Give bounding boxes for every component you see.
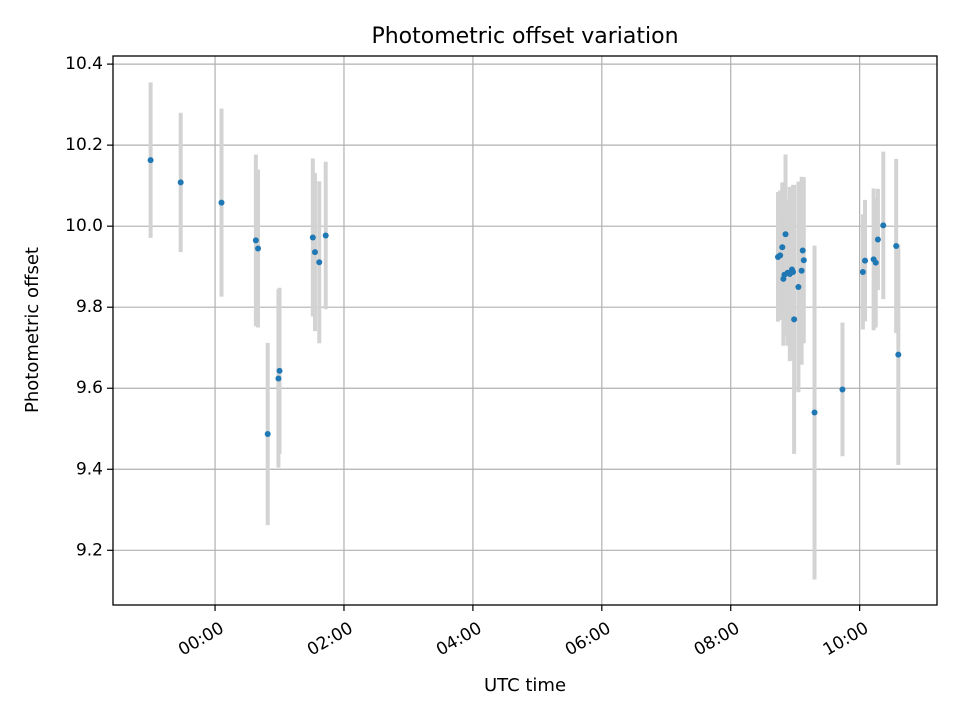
- data-point: [322, 232, 329, 239]
- data-point: [791, 316, 798, 323]
- plot-frame: [112, 55, 938, 606]
- data-point: [309, 234, 316, 241]
- data-point: [839, 386, 846, 393]
- y-tick-label: 10.2: [65, 135, 103, 155]
- data-point: [795, 283, 802, 290]
- data-point: [316, 259, 323, 266]
- data-point: [264, 431, 271, 438]
- data-point: [800, 257, 807, 264]
- data-point: [275, 375, 282, 382]
- y-tick-label: 10.0: [65, 216, 103, 236]
- data-point: [255, 245, 262, 252]
- data-point: [218, 199, 225, 206]
- chart-title: Photometric offset variation: [371, 24, 678, 49]
- data-point: [811, 409, 818, 416]
- data-point: [895, 351, 902, 358]
- data-points: [147, 157, 902, 438]
- y-tick-label: 9.2: [76, 540, 103, 560]
- data-point: [777, 252, 784, 259]
- data-point: [872, 259, 879, 266]
- x-axis-label: UTC time: [484, 675, 566, 696]
- data-point: [880, 222, 887, 229]
- y-axis-label: Photometric offset: [22, 247, 43, 413]
- data-point: [782, 231, 789, 238]
- y-tick-label: 9.6: [76, 378, 103, 398]
- data-point: [798, 267, 805, 274]
- data-point: [862, 257, 869, 264]
- data-point: [252, 237, 259, 244]
- data-point: [177, 179, 184, 186]
- ticks: 00:00 02:00 04:00 06:00 08:00 10:009.29.49.69…: [65, 54, 872, 660]
- data-point: [779, 244, 786, 251]
- y-tick-label: 10.4: [65, 54, 103, 74]
- data-point: [859, 268, 866, 275]
- y-tick-label: 9.4: [76, 459, 103, 479]
- data-point: [799, 247, 806, 254]
- data-point: [147, 157, 154, 164]
- y-tick-label: 9.8: [76, 297, 103, 317]
- data-point: [893, 243, 900, 250]
- data-point: [276, 367, 283, 374]
- data-point: [311, 249, 318, 256]
- data-point: [874, 236, 881, 243]
- data-point: [790, 268, 797, 275]
